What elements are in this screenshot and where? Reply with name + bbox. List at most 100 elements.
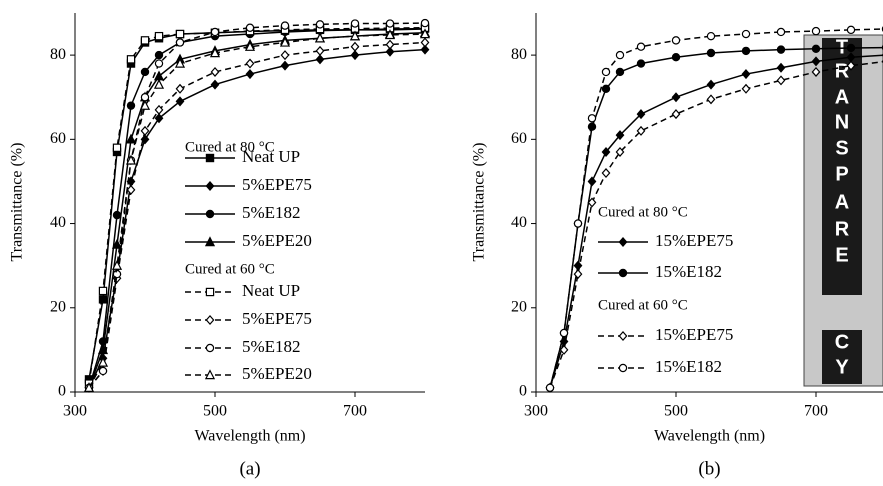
x-tick-label: 300: [524, 403, 548, 420]
marker: [776, 62, 786, 73]
marker: [741, 83, 751, 94]
legend-marker: [205, 314, 215, 326]
marker: [350, 50, 360, 61]
marker: [111, 259, 123, 270]
marker: [98, 366, 108, 376]
marker: [741, 69, 751, 80]
marker: [112, 210, 122, 220]
y-tick-label: 0: [519, 383, 527, 400]
legend-label: 5%EPE75: [242, 309, 312, 328]
y-tick-label: 60: [511, 130, 527, 147]
marker: [559, 328, 569, 338]
legend-marker: [205, 153, 215, 163]
x-tick-label: 700: [343, 403, 367, 420]
legend-marker: [204, 369, 216, 380]
x-tick-label: 500: [664, 403, 688, 420]
legend-label: 5%E182: [242, 337, 301, 356]
marker: [385, 46, 395, 57]
legend-label: 15%E182: [655, 262, 722, 281]
marker: [350, 19, 360, 28]
marker: [315, 45, 325, 56]
marker: [245, 23, 255, 32]
marker: [671, 109, 681, 120]
marker: [349, 30, 361, 41]
marker: [587, 176, 597, 187]
marker: [175, 83, 185, 94]
y-tick-label: 0: [58, 383, 66, 400]
series-line: [88, 41, 426, 389]
marker: [601, 84, 611, 94]
marker: [153, 78, 165, 89]
marker: [174, 57, 186, 68]
marker: [573, 219, 583, 228]
marker: [175, 96, 185, 107]
series-line: [88, 33, 426, 389]
series-line: [88, 28, 426, 389]
y-tick-label: 60: [50, 130, 66, 147]
inset-strip: [822, 330, 862, 384]
series-line: [549, 54, 883, 389]
marker: [776, 75, 786, 86]
marker: [175, 38, 185, 47]
marker: [154, 104, 164, 115]
marker: [279, 36, 291, 47]
inset-letter: R: [835, 218, 850, 240]
marker: [111, 238, 123, 249]
marker: [280, 21, 290, 30]
marker: [140, 67, 150, 77]
marker: [587, 197, 597, 208]
marker: [280, 60, 290, 71]
marker: [420, 18, 430, 28]
marker: [573, 260, 583, 271]
marker: [97, 356, 109, 367]
y-tick-label: 20: [511, 298, 527, 315]
marker: [741, 46, 751, 56]
legend-label: Neat UP: [242, 281, 300, 300]
marker: [154, 113, 164, 124]
series-line: [88, 26, 426, 384]
marker: [587, 114, 597, 123]
y-axis-label: Transmittance (%): [471, 143, 488, 262]
marker: [545, 383, 555, 392]
legend-title: Cured at 60 °C: [598, 297, 688, 313]
marker: [811, 44, 821, 53]
x-tick-label: 500: [203, 403, 227, 420]
marker: [615, 130, 625, 141]
marker: [636, 42, 646, 51]
marker: [315, 20, 325, 29]
marker: [245, 69, 255, 80]
marker: [811, 66, 821, 77]
legend-label: 5%E182: [242, 203, 301, 222]
x-axis-label: Wavelength (nm): [194, 428, 305, 445]
marker: [140, 36, 150, 45]
marker: [98, 295, 108, 304]
marker: [706, 48, 716, 58]
legend-label: 15%E182: [655, 357, 722, 376]
marker: [559, 344, 569, 355]
marker: [636, 59, 646, 68]
legend-title: Cured at 80 °C: [185, 139, 275, 155]
marker: [741, 29, 751, 39]
caption: (b): [698, 458, 720, 479]
inset-strip: [822, 38, 862, 295]
series-line: [88, 22, 426, 389]
legend-label: 5%EPE75: [242, 175, 312, 194]
inset-letter: N: [835, 111, 849, 133]
marker: [846, 60, 856, 71]
marker: [776, 27, 786, 37]
series-line: [549, 28, 883, 388]
marker: [384, 29, 396, 40]
y-tick-label: 40: [511, 214, 527, 231]
caption: (a): [239, 458, 260, 479]
marker: [125, 133, 137, 144]
marker: [706, 79, 716, 90]
marker: [385, 19, 395, 28]
marker: [126, 184, 136, 195]
y-tick-label: 80: [511, 46, 527, 63]
legend-marker: [618, 330, 628, 342]
y-tick-label: 20: [50, 298, 66, 315]
inset-letter: T: [836, 36, 848, 58]
inset-letter: S: [835, 137, 848, 159]
legend-marker: [205, 287, 215, 297]
marker: [83, 382, 95, 392]
